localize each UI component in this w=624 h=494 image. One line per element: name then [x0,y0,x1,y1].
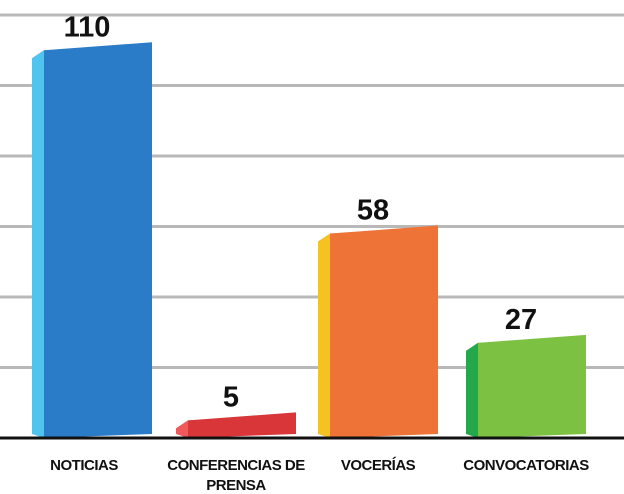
bar [32,42,152,438]
bar-front [478,334,586,438]
value-label: 27 [505,304,537,336]
x-tick-label: NOTICIAS [50,457,118,474]
bar-side [32,50,44,438]
value-label: 58 [357,195,389,227]
bar-front [188,412,296,438]
bar-front [44,42,152,438]
x-tick-label: CONFERENCIAS DE PRENSA [167,457,305,494]
bar [176,412,296,438]
bar [466,334,586,438]
value-label: 5 [223,381,239,413]
x-tick-label: VOCERÍAS [340,457,416,474]
x-tick-label: CONVOCATORIAS [463,457,589,474]
value-label: 110 [64,11,111,43]
bar [318,225,438,438]
bar-side [466,342,478,438]
bar-front [330,225,438,438]
bar-side [318,233,330,438]
